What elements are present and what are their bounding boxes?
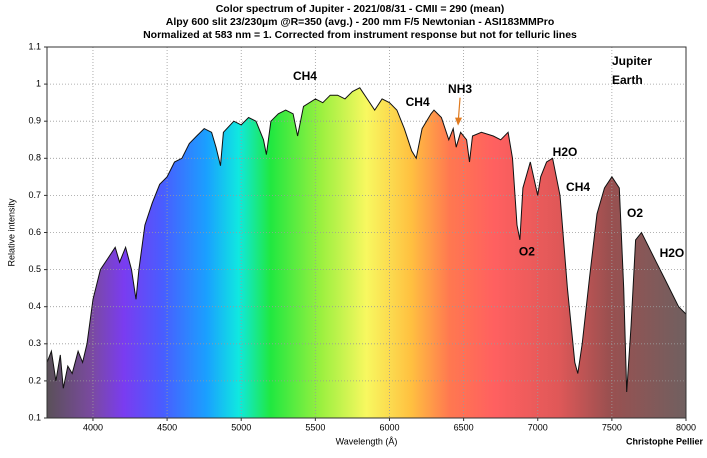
y-tick-label: 0.5 bbox=[28, 264, 41, 274]
y-tick-label: 1.1 bbox=[28, 41, 41, 51]
x-tick-label: 4500 bbox=[157, 422, 177, 432]
annotation: CH4 bbox=[566, 180, 590, 194]
x-tick-label: 5500 bbox=[305, 422, 325, 432]
x-tick-label: 6500 bbox=[454, 422, 474, 432]
x-tick-label: 5000 bbox=[231, 422, 251, 432]
annotation: H2O bbox=[553, 145, 578, 159]
annotation: O2 bbox=[519, 244, 535, 258]
chart-title: Normalized at 583 nm = 1. Corrected from… bbox=[143, 29, 577, 41]
chart-title: Alpy 600 slit 23/230µm @R=350 (avg.) - 2… bbox=[166, 16, 555, 28]
y-tick-label: 0.6 bbox=[28, 227, 41, 237]
annotation: CH4 bbox=[406, 95, 430, 109]
x-tick-label: 7500 bbox=[602, 422, 622, 432]
annotation: H2O bbox=[660, 246, 685, 260]
credit: Christophe Pellier bbox=[626, 436, 704, 446]
y-tick-label: 0.4 bbox=[28, 301, 41, 311]
spectrum-area bbox=[47, 87, 686, 419]
spectrum-line bbox=[46, 87, 687, 393]
x-tick-label: 6000 bbox=[379, 422, 399, 432]
y-tick-label: 1 bbox=[36, 78, 41, 88]
x-tick-label: 4000 bbox=[83, 422, 103, 432]
x-axis-label: Wavelength (Å) bbox=[336, 436, 398, 446]
y-axis-label: Relative intensity bbox=[6, 198, 16, 267]
annotation: NH3 bbox=[448, 82, 472, 96]
y-tick-label: 0.1 bbox=[28, 412, 41, 422]
x-tick-label: 7000 bbox=[528, 422, 548, 432]
x-tick-label: 8000 bbox=[676, 422, 696, 432]
y-tick-label: 0.3 bbox=[28, 338, 41, 348]
y-tick-label: 0.8 bbox=[28, 153, 41, 163]
annotation: O2 bbox=[627, 206, 643, 220]
legend-entry: Earth bbox=[612, 73, 643, 87]
y-tick-label: 0.7 bbox=[28, 190, 41, 200]
y-tick-label: 0.2 bbox=[28, 375, 41, 385]
chart-title: Color spectrum of Jupiter - 2021/08/31 -… bbox=[216, 3, 505, 15]
annotation-arrowhead bbox=[455, 117, 463, 126]
annotation: CH4 bbox=[293, 69, 317, 83]
legend-entry: Jupiter bbox=[612, 54, 652, 68]
y-tick-label: 0.9 bbox=[28, 116, 41, 126]
